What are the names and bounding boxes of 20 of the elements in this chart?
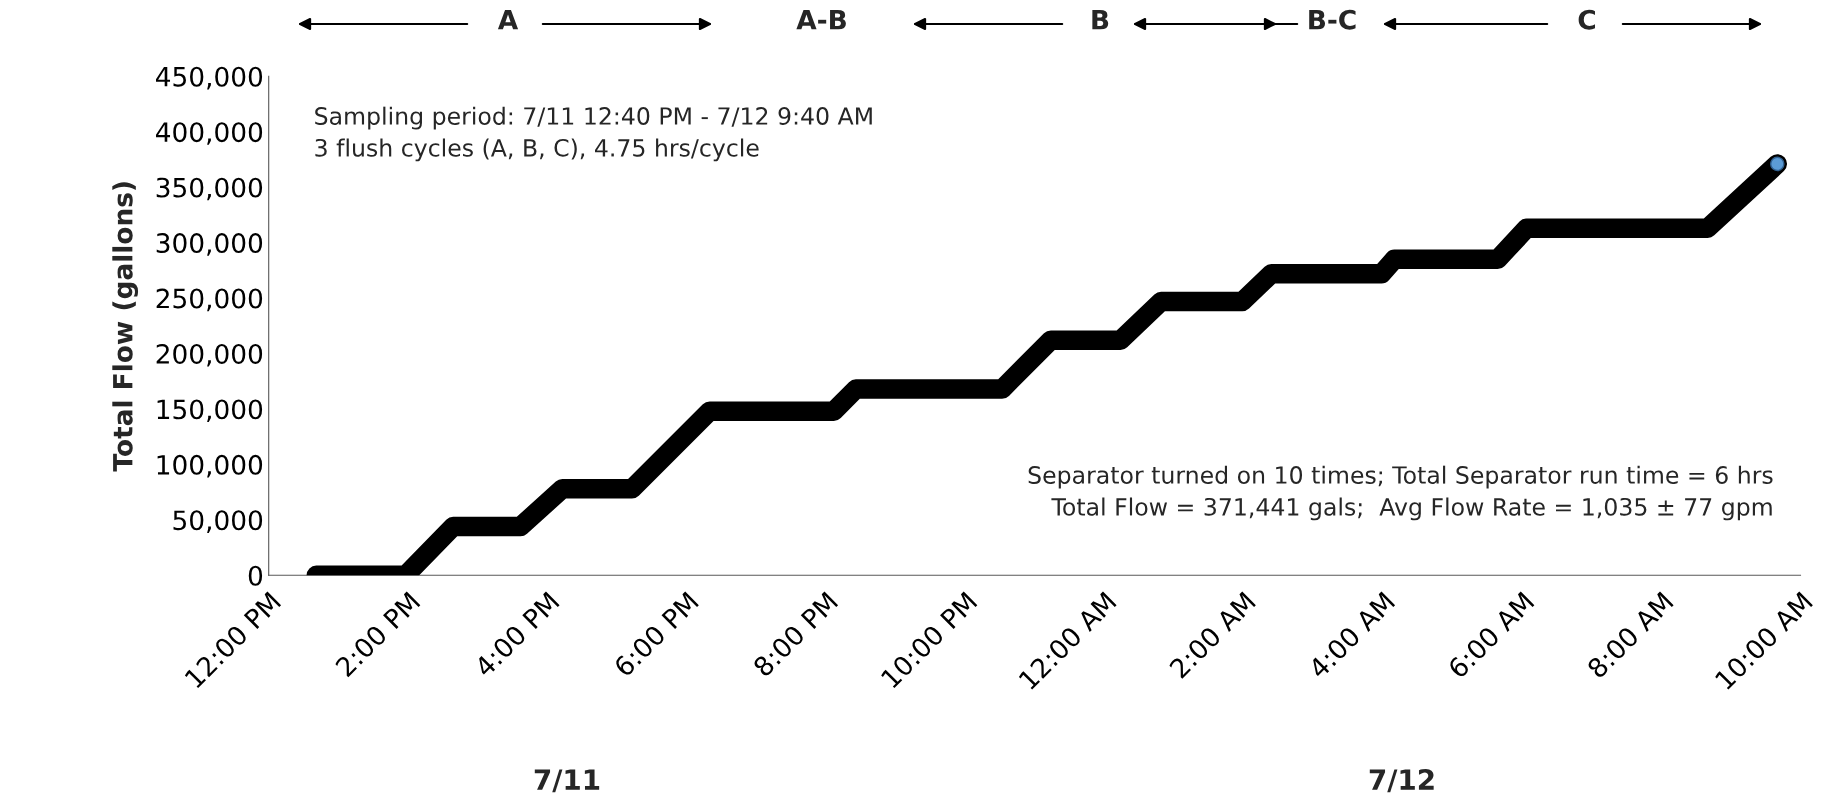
y-axis-title: Total Flow (gallons): [112, 182, 139, 472]
y-tick-label: 100,000: [157, 454, 263, 478]
text: 7/11: [534, 769, 600, 793]
y-tick-label: 450,000: [156, 66, 263, 90]
y-tick-label: 400,000: [156, 122, 263, 145]
text: B: [1092, 10, 1109, 30]
y-tick-label: 0: [248, 565, 263, 586]
y-tick-label: 50,000: [173, 510, 263, 533]
text: C: [1578, 9, 1595, 30]
y-tick-label: 350,000: [156, 177, 263, 201]
text: A: [497, 10, 519, 30]
y-tick-label: 300,000: [156, 233, 263, 256]
y-tick-label: 200,000: [156, 343, 263, 367]
annotation: Separator turned on 10 times; Total Separator run time = 6 hrs Total Flow = 371,441 gals; Avg Flow Rate = 1,035 ± 77 gpm: [1028, 465, 1773, 521]
text: B-C: [1309, 9, 1356, 30]
y-tick-label: 150,000: [157, 399, 263, 423]
annotation: Sampling period: 7/11 12:40 PM - 7/12 9:40 AM 3 flush cycles (A, B, C), 4.75 hrs/cycle: [315, 106, 872, 162]
y-tick-label: 250,000: [156, 288, 263, 312]
text: 7/12: [1369, 769, 1434, 793]
text: A-B: [796, 10, 846, 30]
